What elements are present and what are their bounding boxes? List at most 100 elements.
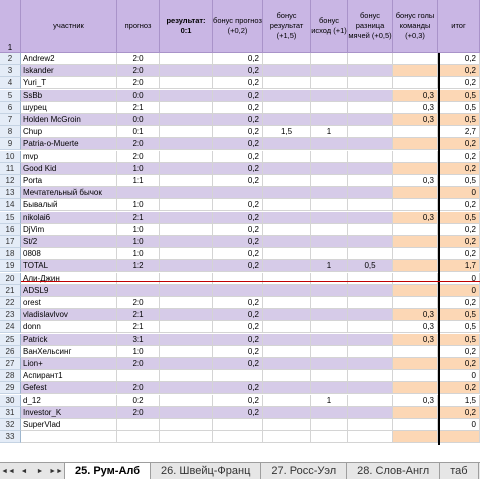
bonus-result-cell[interactable] [263, 297, 311, 309]
total-cell[interactable]: 0,5 [438, 175, 480, 187]
bonus-outcome-cell[interactable] [311, 102, 348, 114]
bonus-team-goals-cell[interactable] [393, 297, 438, 309]
forecast-cell[interactable] [117, 273, 160, 285]
total-cell[interactable]: 0,2 [438, 297, 480, 309]
participant-cell[interactable] [21, 431, 117, 443]
result-cell[interactable] [160, 138, 213, 150]
forecast-cell[interactable]: 1:0 [117, 224, 160, 236]
bonus-goal-diff-cell[interactable] [348, 138, 393, 150]
result-cell[interactable] [160, 187, 213, 199]
result-cell[interactable] [160, 236, 213, 248]
col-header-total[interactable]: итог [438, 0, 480, 53]
bonus-result-cell[interactable] [263, 382, 311, 394]
bonus-result-cell[interactable] [263, 419, 311, 431]
bonus-team-goals-cell[interactable] [393, 199, 438, 211]
bonus-result-cell[interactable] [263, 77, 311, 89]
bonus-outcome-cell[interactable] [311, 370, 348, 382]
bonus-forecast-cell[interactable] [213, 370, 263, 382]
forecast-cell[interactable]: 0:0 [117, 90, 160, 102]
forecast-cell[interactable]: 1:0 [117, 236, 160, 248]
participant-cell[interactable]: Gefest [21, 382, 117, 394]
bonus-goal-diff-cell[interactable] [348, 114, 393, 126]
forecast-cell[interactable]: 2:1 [117, 212, 160, 224]
bonus-goal-diff-cell[interactable] [348, 395, 393, 407]
forecast-cell[interactable]: 0:2 [117, 395, 160, 407]
bonus-forecast-cell[interactable]: 0,2 [213, 163, 263, 175]
bonus-goal-diff-cell[interactable]: 0,5 [348, 260, 393, 272]
bonus-forecast-cell[interactable]: 0,2 [213, 334, 263, 346]
bonus-team-goals-cell[interactable] [393, 65, 438, 77]
sheet-tab-26[interactable]: 26. Швейц-Франц [151, 463, 262, 479]
total-cell[interactable]: 0,5 [438, 90, 480, 102]
forecast-cell[interactable] [117, 419, 160, 431]
participant-cell[interactable]: Good Kid [21, 163, 117, 175]
result-cell[interactable] [160, 346, 213, 358]
participant-cell[interactable]: Аспирант1 [21, 370, 117, 382]
bonus-result-cell[interactable] [263, 236, 311, 248]
forecast-cell[interactable]: 1:0 [117, 199, 160, 211]
forecast-cell[interactable]: 1:0 [117, 346, 160, 358]
bonus-forecast-cell[interactable]: 0,2 [213, 212, 263, 224]
result-cell[interactable] [160, 382, 213, 394]
total-cell[interactable]: 0,5 [438, 114, 480, 126]
bonus-outcome-cell[interactable] [311, 407, 348, 419]
bonus-forecast-cell[interactable] [213, 285, 263, 297]
bonus-forecast-cell[interactable]: 0,2 [213, 382, 263, 394]
bonus-result-cell[interactable] [263, 102, 311, 114]
bonus-outcome-cell[interactable] [311, 297, 348, 309]
bonus-forecast-cell[interactable]: 0,2 [213, 77, 263, 89]
participant-cell[interactable]: Yuri_T [21, 77, 117, 89]
participant-cell[interactable]: ВанХельсинг [21, 346, 117, 358]
bonus-forecast-cell[interactable]: 0,2 [213, 102, 263, 114]
sheet-tab-25[interactable]: 25. Рум-Алб [64, 463, 152, 479]
bonus-goal-diff-cell[interactable] [348, 382, 393, 394]
forecast-cell[interactable]: 2:0 [117, 297, 160, 309]
participant-cell[interactable]: vladislavlvov [21, 309, 117, 321]
bonus-team-goals-cell[interactable] [393, 419, 438, 431]
bonus-goal-diff-cell[interactable] [348, 321, 393, 333]
bonus-result-cell[interactable] [263, 346, 311, 358]
col-header-bonus-goal-diff[interactable]: бонус разница мячей (+0,5) [348, 0, 393, 53]
row-header-1[interactable]: 1 [0, 0, 21, 53]
bonus-outcome-cell[interactable] [311, 212, 348, 224]
bonus-team-goals-cell[interactable] [393, 248, 438, 260]
forecast-cell[interactable]: 3:1 [117, 334, 160, 346]
total-cell[interactable]: 0,2 [438, 236, 480, 248]
result-cell[interactable] [160, 395, 213, 407]
sheet-tab-more[interactable]: таб [440, 463, 479, 479]
forecast-cell[interactable]: 2:0 [117, 151, 160, 163]
participant-cell[interactable]: TOTAL [21, 260, 117, 272]
result-cell[interactable] [160, 65, 213, 77]
bonus-forecast-cell[interactable]: 0,2 [213, 321, 263, 333]
total-cell[interactable]: 0,5 [438, 102, 480, 114]
participant-cell[interactable]: mvp [21, 151, 117, 163]
participant-cell[interactable]: nikolai6 [21, 212, 117, 224]
forecast-cell[interactable]: 1:1 [117, 175, 160, 187]
bonus-goal-diff-cell[interactable] [348, 309, 393, 321]
bonus-outcome-cell[interactable] [311, 163, 348, 175]
row-number[interactable]: 9 [0, 138, 21, 150]
bonus-goal-diff-cell[interactable] [348, 90, 393, 102]
bonus-result-cell[interactable] [263, 53, 311, 65]
bonus-forecast-cell[interactable]: 0,2 [213, 297, 263, 309]
bonus-forecast-cell[interactable]: 0,2 [213, 53, 263, 65]
bonus-outcome-cell[interactable] [311, 199, 348, 211]
bonus-forecast-cell[interactable]: 0,2 [213, 224, 263, 236]
bonus-outcome-cell[interactable] [311, 138, 348, 150]
bonus-team-goals-cell[interactable]: 0,3 [393, 175, 438, 187]
participant-cell[interactable]: DjVim [21, 224, 117, 236]
bonus-team-goals-cell[interactable]: 0,3 [393, 309, 438, 321]
result-cell[interactable] [160, 163, 213, 175]
forecast-cell[interactable] [117, 370, 160, 382]
participant-cell[interactable]: Patrick [21, 334, 117, 346]
bonus-goal-diff-cell[interactable] [348, 370, 393, 382]
result-cell[interactable] [160, 90, 213, 102]
row-number[interactable]: 25 [0, 334, 21, 346]
bonus-result-cell[interactable]: 1,5 [263, 126, 311, 138]
next-sheet-arrow-icon[interactable]: ► [36, 467, 44, 475]
forecast-cell[interactable] [117, 187, 160, 199]
participant-cell[interactable]: St/2 [21, 236, 117, 248]
total-cell[interactable]: 0 [438, 419, 480, 431]
bonus-goal-diff-cell[interactable] [348, 163, 393, 175]
bonus-result-cell[interactable] [263, 334, 311, 346]
